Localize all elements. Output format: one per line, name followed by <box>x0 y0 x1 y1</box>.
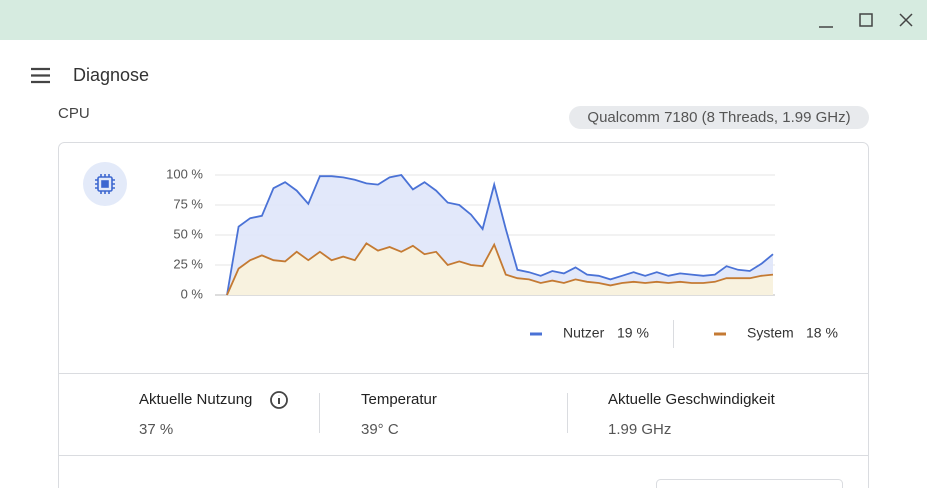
y-tick-label: 0 % <box>181 286 204 301</box>
button[interactable] <box>656 479 843 493</box>
chip <box>569 106 869 129</box>
close-button[interactable] <box>899 13 913 27</box>
cpu-card <box>58 142 869 493</box>
maximize-button[interactable] <box>859 13 873 27</box>
scroll-mask <box>0 96 927 106</box>
y-tick-label: 100 % <box>166 166 203 181</box>
cpu-icon <box>95 174 115 194</box>
menu-button[interactable] <box>31 67 50 84</box>
stat-label: Aktuelle Geschwindigkeit <box>608 391 776 408</box>
info-button[interactable] <box>270 391 288 409</box>
legend-value: 18 % <box>806 325 838 341</box>
chip-text: Qualcomm 7180 (8 Threads, 1.99 GHz) <box>587 109 850 126</box>
stat-value: 1.99 GHz <box>608 421 671 438</box>
legend-label: Nutzer <box>563 325 605 341</box>
section-title: CPU <box>58 105 90 122</box>
line-series <box>226 242 774 296</box>
stat-value: 37 % <box>139 421 173 438</box>
y-tick-label: 25 % <box>173 256 203 271</box>
title-bar <box>0 0 927 40</box>
app-title: Diagnose <box>73 65 149 85</box>
stat-label: Temperatur <box>361 391 437 408</box>
stat-value: 39° C <box>361 421 399 438</box>
line-series <box>226 174 774 296</box>
y-tick-label: 75 % <box>173 196 203 211</box>
legend-value: 19 % <box>617 325 649 341</box>
stat-label: Aktuelle Nutzung <box>139 391 252 408</box>
y-tick-label: 50 % <box>173 226 203 241</box>
legend-label: System <box>747 325 794 341</box>
